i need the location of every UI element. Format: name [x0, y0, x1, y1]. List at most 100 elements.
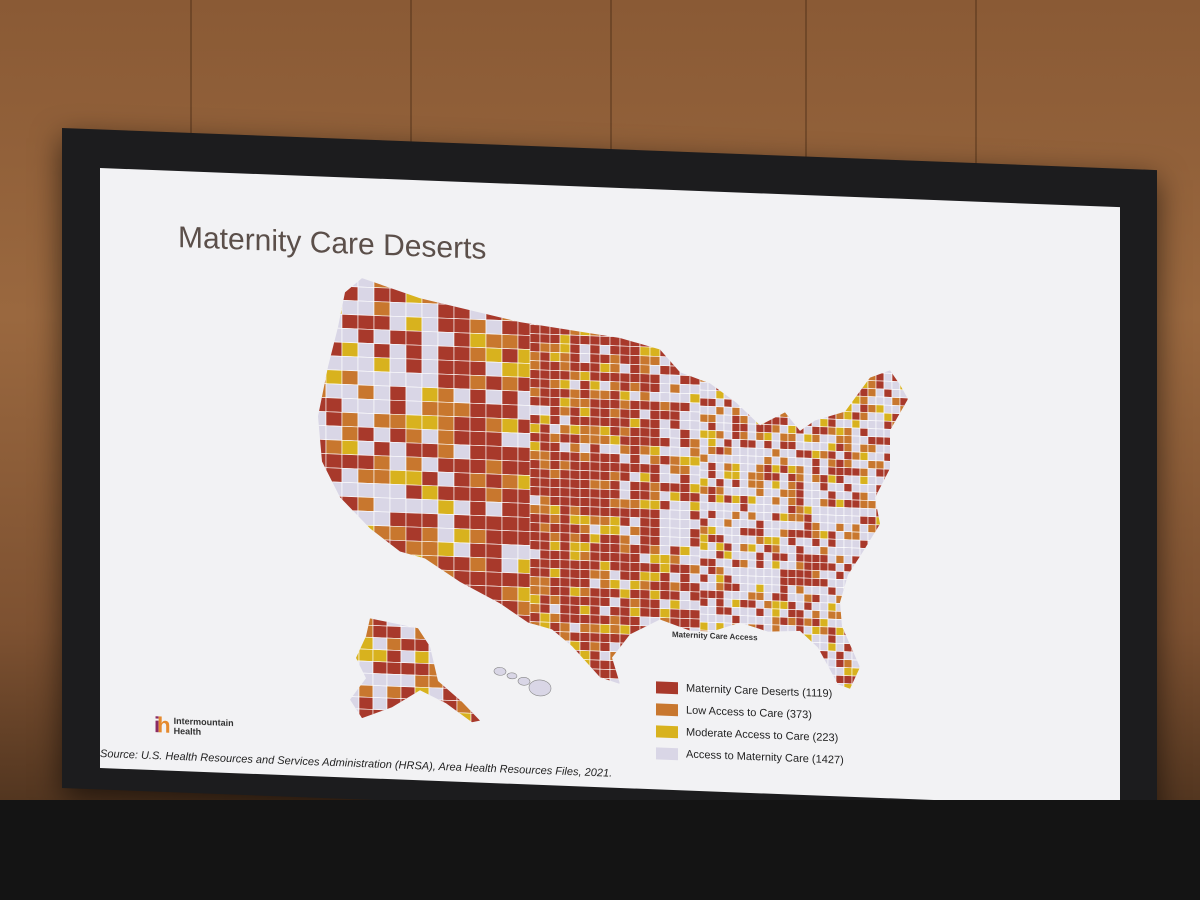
county-cell — [771, 424, 781, 434]
county-cell — [689, 537, 701, 548]
county-cell — [358, 672, 374, 686]
county-cell — [372, 721, 388, 723]
county-cell — [731, 574, 741, 584]
county-cell — [755, 463, 765, 473]
county-cell — [629, 355, 641, 366]
county-cell — [357, 286, 375, 302]
county-cell — [763, 456, 773, 466]
county-cell — [341, 425, 359, 442]
county-cell — [827, 306, 837, 316]
county-cell — [819, 554, 829, 564]
county-cell — [559, 469, 571, 480]
county-cell — [859, 691, 869, 696]
county-cell — [707, 334, 717, 343]
county-cell — [358, 720, 374, 723]
county-cell — [867, 428, 877, 438]
county-cell — [659, 302, 671, 313]
county-cell — [639, 589, 651, 600]
legend: Maternity Care Deserts (1119) Low Access… — [656, 677, 844, 772]
county-cell — [916, 630, 924, 638]
intermountain-logo: ih Intermountain Health — [154, 712, 234, 741]
county-cell — [699, 373, 709, 383]
county-cell — [907, 493, 908, 503]
county-cell — [453, 304, 471, 320]
county-cell — [819, 626, 829, 636]
county-cell — [559, 415, 571, 426]
county-cell — [318, 354, 327, 370]
county-cell — [819, 586, 829, 596]
county-cell — [679, 383, 691, 394]
county-cell — [883, 508, 893, 518]
county-cell — [579, 308, 591, 319]
county-cell — [629, 670, 641, 681]
county-cell — [619, 507, 631, 518]
county-cell — [318, 606, 327, 622]
county-cell — [639, 337, 651, 348]
county-cell — [795, 521, 805, 531]
county-cell — [609, 372, 621, 383]
county-cell — [891, 533, 901, 543]
county-cell — [916, 302, 924, 310]
county-cell — [787, 473, 797, 483]
county-cell — [357, 482, 375, 498]
county-cell — [689, 654, 701, 665]
county-cell — [771, 664, 781, 674]
county-cell — [669, 446, 681, 457]
county-cell — [569, 586, 581, 597]
county-cell — [907, 581, 908, 591]
county-cell — [811, 570, 821, 579]
county-cell — [827, 330, 837, 340]
county-cell — [707, 574, 717, 583]
county-cell — [669, 464, 681, 475]
county-cell — [875, 452, 885, 462]
county-cell — [679, 518, 691, 529]
county-cell — [779, 504, 789, 514]
county-cell — [723, 534, 733, 544]
county-cell — [470, 652, 480, 667]
county-cell — [819, 474, 829, 484]
county-cell — [559, 640, 571, 651]
county-cell — [689, 411, 701, 422]
county-cell — [851, 675, 861, 685]
county-cell — [649, 499, 661, 510]
county-cell — [569, 370, 581, 381]
county-cell — [883, 588, 893, 598]
county-cell — [529, 378, 541, 389]
county-cell — [859, 627, 869, 637]
county-cell — [386, 661, 402, 675]
county-cell — [827, 314, 837, 324]
county-cell — [891, 669, 901, 679]
county-cell — [787, 457, 797, 467]
county-cell — [891, 365, 901, 375]
county-cell — [723, 366, 733, 376]
county-cell — [875, 372, 885, 382]
county-cell — [699, 669, 709, 679]
county-cell — [859, 507, 869, 517]
county-cell — [723, 430, 733, 440]
county-cell — [373, 553, 391, 569]
county-cell — [400, 710, 416, 723]
county-cell — [629, 337, 641, 348]
county-cell — [787, 537, 797, 547]
county-cell — [350, 672, 360, 686]
county-cell — [529, 369, 541, 380]
county-cell — [453, 346, 471, 362]
county-cell — [453, 290, 471, 306]
county-cell — [599, 659, 611, 670]
county-cell — [811, 594, 821, 603]
county-cell — [589, 371, 601, 382]
county-cell — [875, 548, 885, 558]
county-cell — [669, 311, 681, 322]
county-cell — [649, 337, 661, 348]
county-cell — [649, 463, 661, 474]
county-cell — [357, 594, 375, 610]
county-cell — [501, 362, 519, 378]
county-cell — [747, 599, 757, 609]
county-cell — [763, 656, 773, 666]
county-cell — [739, 599, 749, 609]
county-cell — [747, 439, 757, 449]
county-cell — [549, 414, 561, 425]
county-cell — [341, 299, 359, 316]
county-cell — [739, 495, 749, 505]
county-cell — [739, 559, 749, 569]
